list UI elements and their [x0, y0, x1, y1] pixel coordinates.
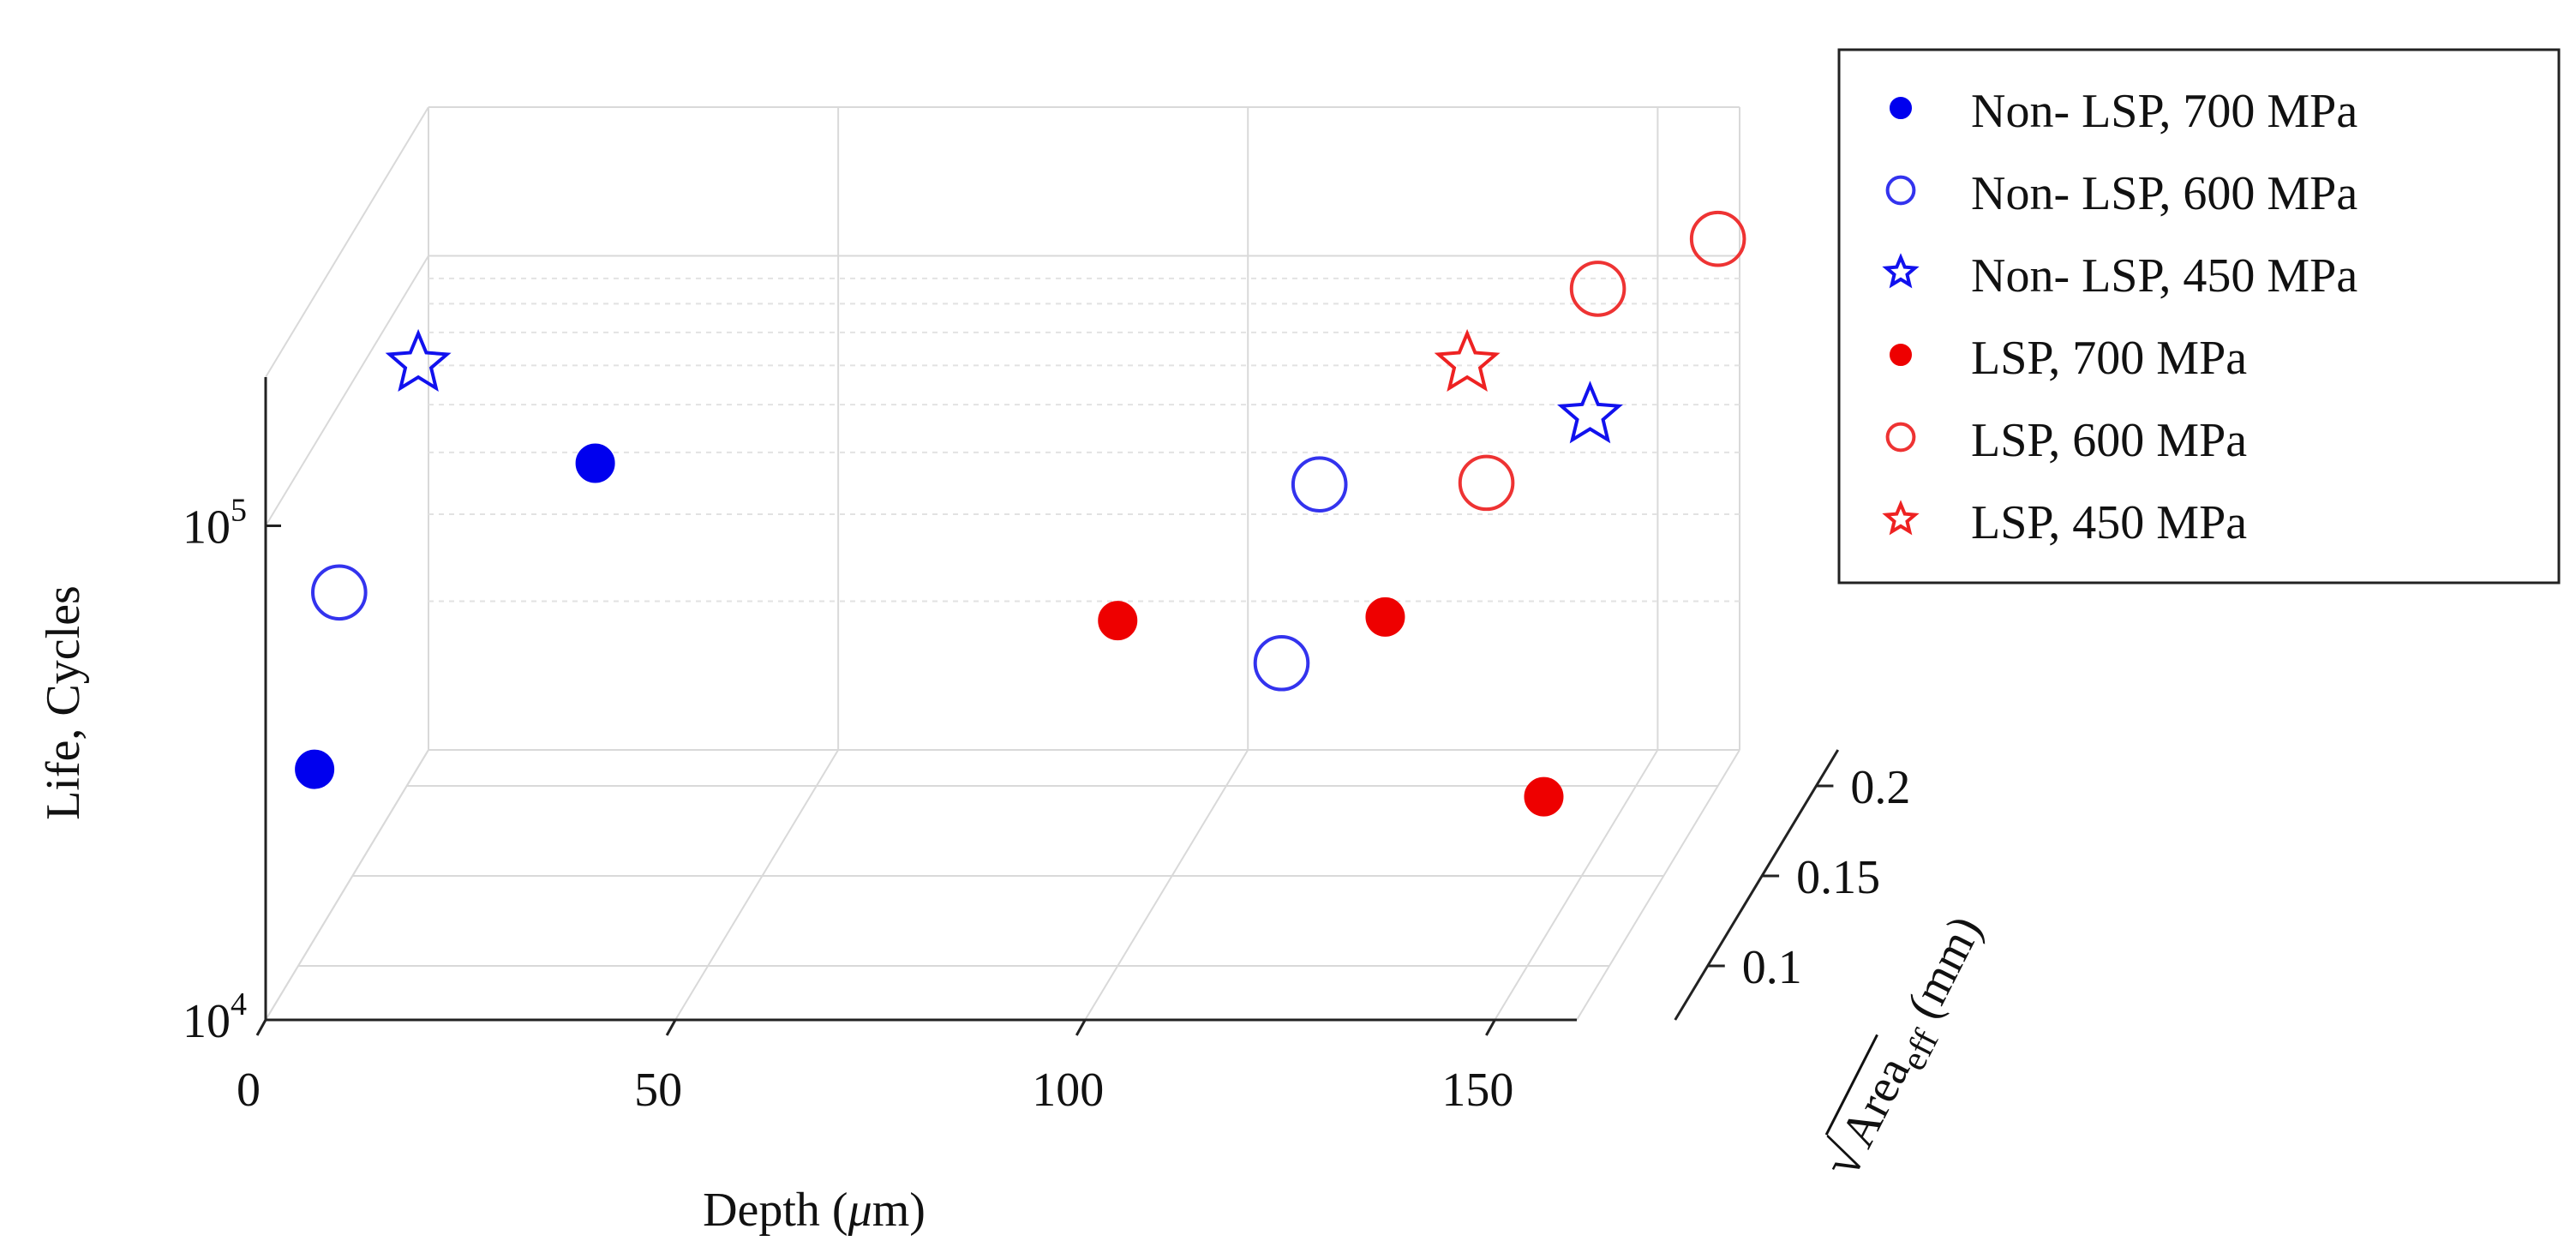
x-axis-label-suffix: m)	[872, 1184, 926, 1237]
legend-label-1: Non- LSP, 600 MPa	[1971, 167, 2357, 220]
y-tick-label: 0.2	[1850, 761, 1910, 814]
x-axis-label-text: Depth (	[703, 1184, 848, 1237]
data-point-series-1	[311, 564, 368, 621]
y-tick-label: 0.15	[1796, 851, 1880, 904]
x-tick-mark	[1485, 1019, 1496, 1036]
x-tick-label: 100	[1032, 1064, 1104, 1117]
grid-layer	[265, 106, 1740, 1021]
x-axis-label-symbol: μ	[848, 1184, 872, 1237]
legend-marker-0	[1890, 97, 1912, 119]
data-point-series-0	[295, 749, 335, 789]
grid-line-floor-depth	[674, 749, 839, 1021]
legend-marker-2	[1882, 253, 1920, 289]
y-axis-label: √ Areaeff (mm)	[1809, 908, 2001, 1186]
legend-marker-3	[1890, 344, 1912, 366]
data-marks	[295, 210, 1746, 817]
x-tick-mark	[255, 1019, 267, 1036]
legend-label-0: Non- LSP, 700 MPa	[1971, 85, 2357, 138]
y-axis-line	[1674, 749, 1840, 1021]
legend-label-2: Non- LSP, 450 MPa	[1971, 249, 2357, 303]
data-point-series-3	[1365, 597, 1405, 637]
grid-line-side	[265, 255, 429, 527]
legend-marker-1	[1885, 175, 1916, 206]
z-tick-label: 105	[183, 493, 247, 555]
data-point-series-4	[1569, 261, 1626, 317]
data-point-series-4	[1689, 210, 1746, 267]
data-point-series-1	[1253, 634, 1310, 692]
legend-label-5: LSP, 450 MPa	[1971, 496, 2247, 549]
data-point-series-0	[575, 443, 615, 483]
data-point-series-2	[385, 328, 452, 393]
x-tick-label: 0	[237, 1064, 261, 1117]
grid-line-floor-depth	[1576, 749, 1740, 1021]
y-axis-label-unit: (mm)	[1891, 908, 1992, 1037]
tick-labels: 0 50 100 150 0.1 0.15 0.2 104 105	[183, 493, 1910, 1117]
x-tick-label: 150	[1441, 1064, 1513, 1117]
grid-line-floor-depth	[1084, 749, 1249, 1021]
legend-marker-4	[1885, 422, 1916, 453]
y-tick-label: 0.1	[1742, 941, 1802, 994]
grid-line-floor-depth	[1494, 749, 1659, 1021]
grid-line-side	[265, 749, 429, 1021]
legend: Non- LSP, 700 MPa Non- LSP, 600 MPa Non- L…	[1837, 48, 2561, 585]
data-point-series-3	[1524, 776, 1564, 817]
legend-marker-5	[1882, 500, 1920, 536]
data-point-series-2	[1557, 381, 1623, 444]
legend-label-3: LSP, 700 MPa	[1971, 332, 2247, 385]
z-tick-label: 104	[183, 986, 247, 1048]
y-axis-label-radical-bar	[1824, 1034, 1878, 1136]
x-tick-mark	[665, 1019, 677, 1036]
box-edge-top-side	[265, 106, 429, 378]
axes-layer	[255, 377, 1840, 1036]
legend-box	[1837, 48, 2561, 585]
x-tick-label: 50	[634, 1064, 682, 1117]
x-axis-label: Depth (μm)	[703, 1184, 926, 1237]
z-axis-label: Life, Cycles	[37, 585, 90, 820]
data-point-series-3	[1098, 601, 1138, 641]
svg-text:Areaeff (mm): Areaeff (mm)	[1831, 908, 2001, 1160]
data-point-series-4	[1458, 454, 1515, 512]
data-point-series-1	[1291, 456, 1348, 513]
x-tick-mark	[1075, 1019, 1087, 1036]
data-point-series-5	[1434, 328, 1501, 393]
legend-label-4: LSP, 600 MPa	[1971, 414, 2247, 467]
